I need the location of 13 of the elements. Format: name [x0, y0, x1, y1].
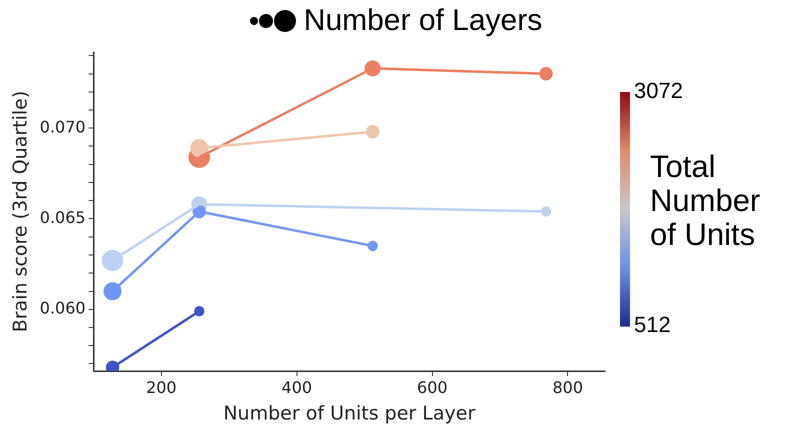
y-tick-label: 0.065	[40, 208, 86, 227]
x-axis-title: Number of Units per Layer	[223, 402, 476, 425]
x-tick-label: 600	[417, 378, 448, 397]
x-tick-label: 200	[146, 378, 177, 397]
color-bar-label: 512	[634, 312, 671, 338]
x-tick-label: 400	[282, 378, 312, 397]
y-tick-label: 0.070	[40, 117, 86, 136]
color-bar-label: 3072	[634, 78, 683, 104]
y-axis-title: Brain score (3rd Quartile)	[9, 90, 32, 332]
x-tick-label: 800	[552, 378, 584, 397]
color-bar-title: Total Number of Units	[650, 149, 762, 252]
y-tick-label: 0.060	[40, 298, 86, 318]
legend-title: Number of Layers	[304, 4, 542, 38]
